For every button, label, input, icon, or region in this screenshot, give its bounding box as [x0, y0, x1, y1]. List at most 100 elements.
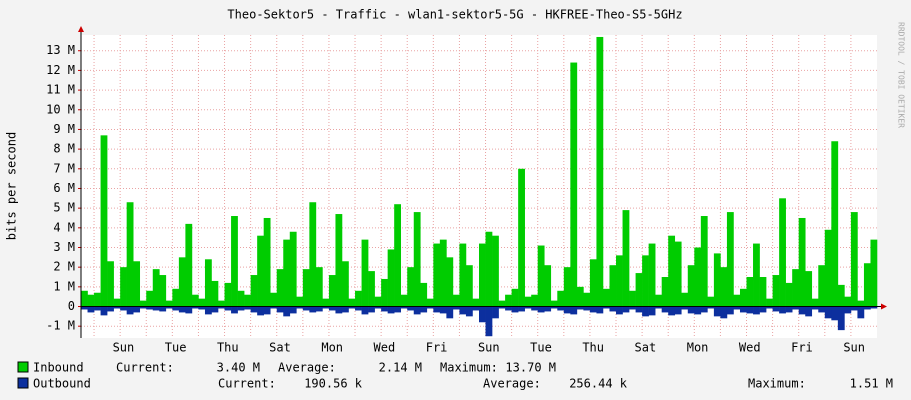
area-bar — [413, 306, 421, 315]
area-bar — [766, 306, 773, 309]
area-bar — [726, 212, 734, 307]
area-bar — [779, 198, 786, 307]
area-bar — [863, 306, 871, 310]
area-bar — [687, 265, 695, 307]
area-bar — [257, 306, 264, 316]
area-bar — [381, 278, 388, 307]
area-bar — [850, 212, 858, 307]
area-bar — [753, 306, 760, 315]
area-bar — [394, 306, 402, 313]
area-bar — [648, 306, 656, 316]
area-bar — [707, 306, 715, 309]
area-bar — [87, 306, 95, 313]
area-bar — [309, 306, 317, 313]
area-bar — [622, 210, 630, 307]
area-bar — [407, 306, 415, 311]
area-bar — [511, 288, 519, 307]
x-axis-arrow — [881, 303, 887, 310]
area-bar — [139, 300, 147, 307]
area-bar — [674, 241, 682, 307]
area-bar — [87, 294, 95, 307]
area-bar — [244, 294, 251, 307]
area-bar — [159, 306, 167, 312]
area-bar — [570, 306, 578, 315]
area-bar — [726, 306, 734, 315]
area-bar — [870, 239, 878, 307]
area-bar — [739, 288, 747, 307]
stat-value: 190.56 k — [304, 377, 363, 391]
area-bar — [576, 306, 584, 310]
x-tick-label: Mon — [687, 341, 709, 355]
watermark: RRDTOOL / TOBI OETIKER — [897, 22, 906, 128]
area-bar — [648, 243, 656, 307]
area-bar — [237, 306, 245, 311]
area-bar — [400, 306, 408, 309]
area-bar — [315, 267, 323, 307]
area-bar — [792, 306, 800, 310]
legend-swatch — [17, 377, 29, 389]
x-tick-label: Wed — [374, 341, 396, 355]
area-bar — [361, 306, 369, 315]
area-bar — [94, 306, 101, 311]
area-bar — [492, 235, 499, 307]
area-bar — [107, 306, 114, 312]
area-bar — [753, 243, 760, 307]
area-bar — [172, 306, 180, 311]
x-tick-label: Mon — [321, 341, 343, 355]
area-bar — [133, 261, 141, 307]
area-bar — [785, 306, 793, 313]
area-bar — [616, 306, 623, 315]
area-bar — [818, 306, 826, 313]
area-bar — [857, 306, 865, 319]
area-bar — [720, 306, 728, 319]
area-bar — [557, 306, 565, 311]
area-bar — [472, 306, 480, 311]
area-bar — [152, 269, 160, 307]
area-bar — [785, 282, 793, 307]
area-bar — [772, 275, 780, 307]
area-bar — [505, 306, 512, 311]
area-bar — [204, 306, 212, 315]
area-bar — [355, 290, 362, 307]
area-bar — [172, 288, 180, 307]
stat-label: Average: — [278, 361, 336, 375]
x-tick-label: Tue — [530, 341, 552, 355]
area-bar — [348, 298, 356, 307]
area-bar — [857, 300, 865, 307]
area-bar — [315, 306, 323, 312]
area-bar — [713, 306, 721, 317]
area-bar — [374, 306, 382, 309]
area-bar — [681, 292, 689, 307]
area-bar — [178, 306, 186, 313]
area-bar — [661, 277, 669, 307]
area-bar — [824, 229, 832, 307]
area-bar — [426, 298, 434, 307]
area-bar — [739, 306, 747, 313]
area-bar — [244, 306, 251, 310]
area-bar — [165, 300, 173, 307]
y-tick-label: 6 M — [53, 181, 75, 195]
area-bar — [289, 231, 297, 307]
area-bar — [681, 306, 689, 310]
area-bar — [583, 306, 591, 311]
stat-value: 2.14 M — [379, 361, 422, 375]
area-bar — [224, 306, 232, 311]
area-bar — [361, 239, 369, 307]
y-tick-label: 7 M — [53, 161, 75, 175]
area-bar — [811, 298, 819, 307]
x-tick-label: Sun — [113, 341, 135, 355]
area-bar — [602, 288, 610, 307]
x-tick-label: Thu — [582, 341, 604, 355]
area-bar — [837, 306, 845, 331]
legend-label: Inbound — [33, 361, 84, 375]
area-bar — [772, 306, 780, 312]
area-bar — [687, 306, 695, 314]
area-bar — [707, 296, 715, 307]
y-tick-label: 8 M — [53, 142, 75, 156]
area-bar — [720, 267, 728, 307]
area-bar — [563, 267, 571, 307]
area-bar — [622, 306, 630, 313]
area-bar — [485, 306, 493, 337]
area-bar — [459, 306, 467, 315]
area-bar — [100, 306, 108, 316]
